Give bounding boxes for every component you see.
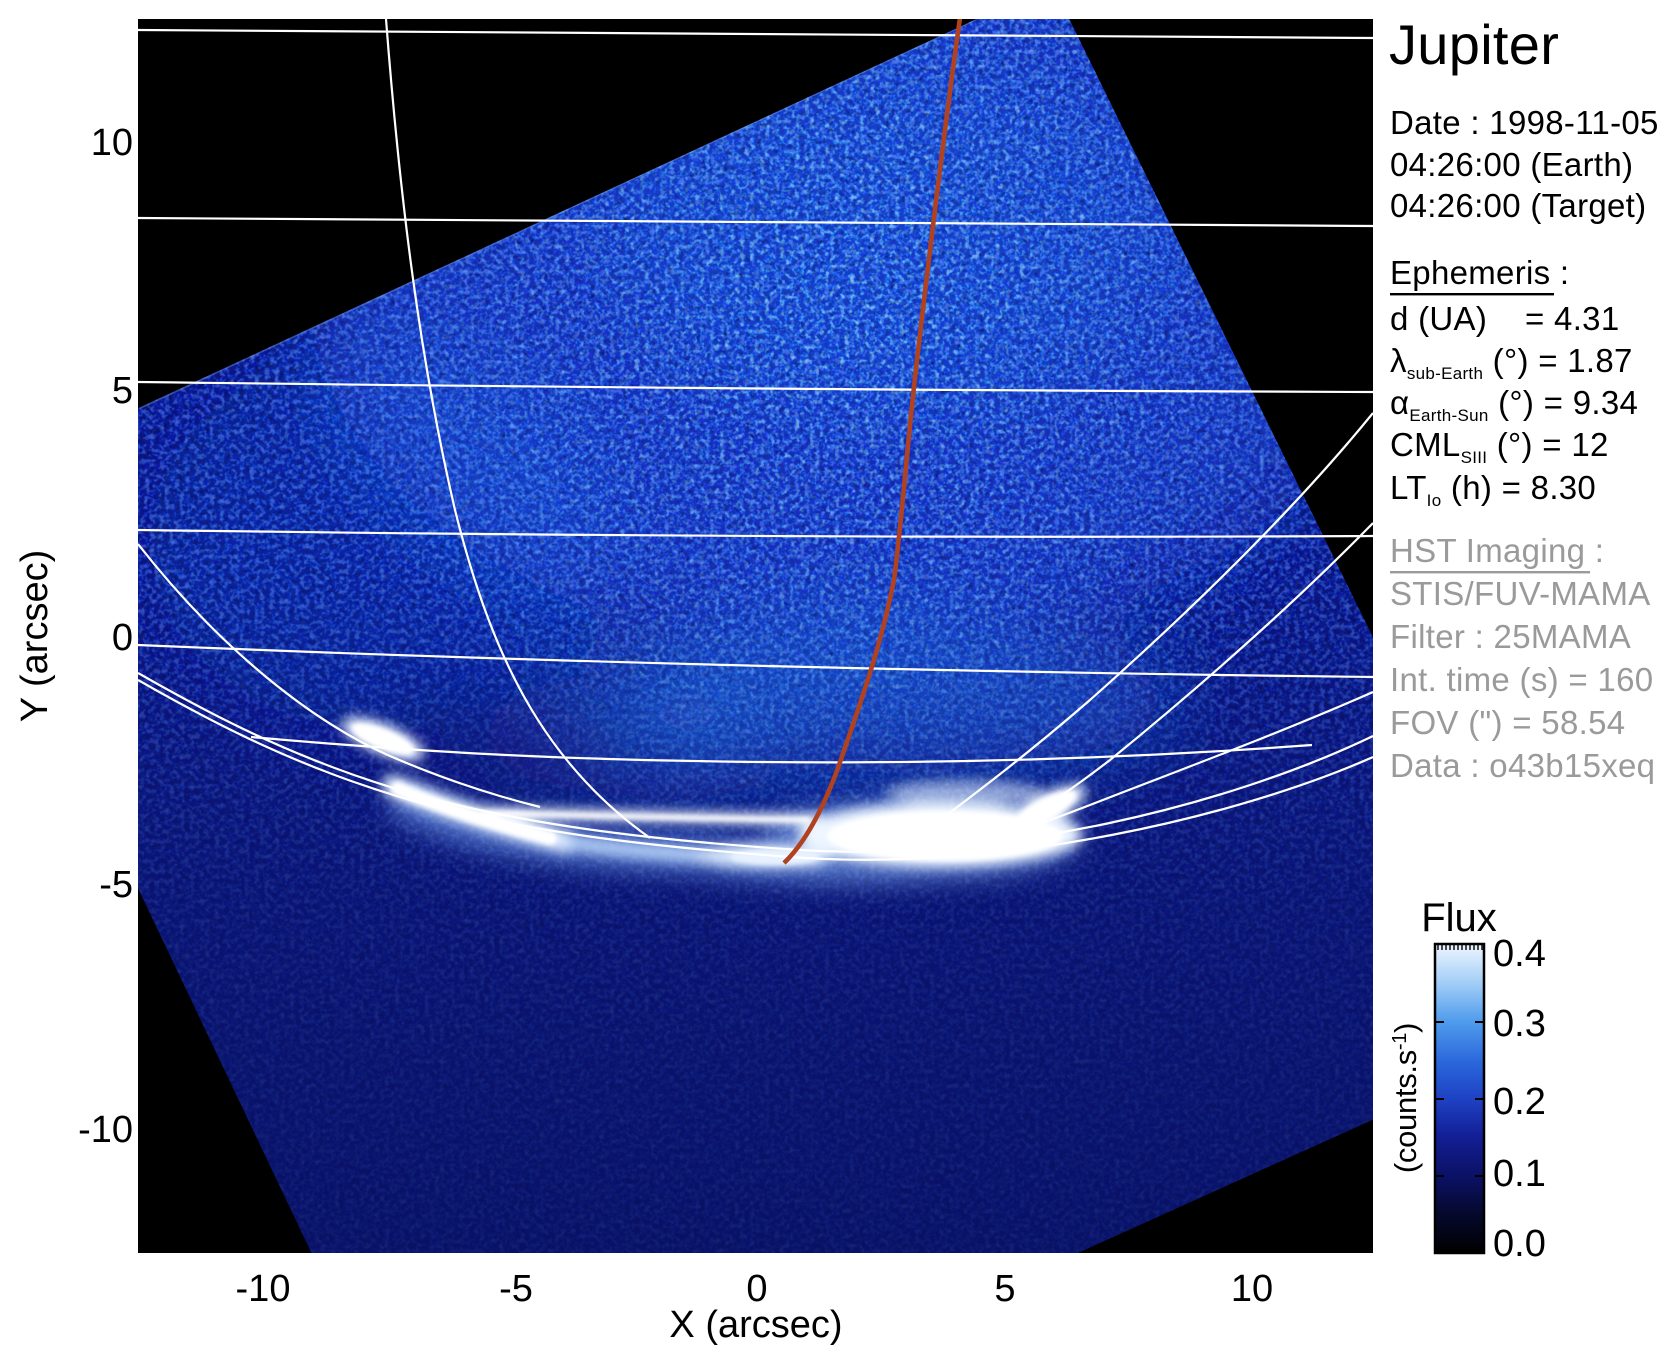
svg-text:X (arcsec): X (arcsec) [669, 1304, 842, 1346]
svg-text:Jupiter: Jupiter [1389, 13, 1559, 76]
svg-text:0.2: 0.2 [1493, 1081, 1546, 1123]
svg-text:0.1: 0.1 [1493, 1153, 1546, 1195]
svg-text:Flux: Flux [1421, 896, 1497, 940]
svg-text:0.4: 0.4 [1493, 933, 1546, 975]
svg-text:Ephemeris :: Ephemeris : [1390, 254, 1569, 291]
svg-text:STIS/FUV-MAMA: STIS/FUV-MAMA [1390, 575, 1651, 612]
svg-text:5: 5 [112, 370, 133, 412]
svg-text:-10: -10 [236, 1268, 291, 1310]
svg-text:αEarth-Sun (°) = 9.34: αEarth-Sun (°) = 9.34 [1390, 384, 1638, 425]
svg-text:Filter : 25MAMA: Filter : 25MAMA [1390, 618, 1631, 655]
svg-text:(counts.s-1): (counts.s-1) [1388, 1023, 1423, 1173]
svg-text:04:26:00 (Earth): 04:26:00 (Earth) [1390, 146, 1633, 183]
svg-text:-5: -5 [99, 864, 133, 906]
svg-text:Y (arcsec): Y (arcsec) [14, 550, 56, 722]
svg-text:0: 0 [112, 617, 133, 659]
svg-text:Int. time (s) = 160: Int. time (s) = 160 [1390, 661, 1653, 698]
svg-text:0.0: 0.0 [1493, 1223, 1546, 1265]
svg-text:10: 10 [1231, 1268, 1273, 1310]
svg-text:0: 0 [746, 1268, 767, 1310]
svg-text:Data : o43b15xeq: Data : o43b15xeq [1390, 747, 1655, 784]
svg-text:04:26:00 (Target): 04:26:00 (Target) [1390, 187, 1646, 224]
svg-text:-10: -10 [78, 1109, 133, 1151]
svg-text:λsub-Earth (°) = 1.87: λsub-Earth (°) = 1.87 [1390, 342, 1633, 383]
svg-text:0.3: 0.3 [1493, 1003, 1546, 1045]
svg-text:FOV (") = 58.54: FOV (") = 58.54 [1390, 704, 1625, 741]
svg-text:CMLSIII (°) = 12: CMLSIII (°) = 12 [1390, 426, 1609, 467]
svg-text:HST Imaging :: HST Imaging : [1390, 532, 1604, 569]
svg-text:Date : 1998-11-05: Date : 1998-11-05 [1390, 104, 1659, 141]
svg-text:10: 10 [91, 122, 133, 164]
svg-text:-5: -5 [499, 1268, 533, 1310]
svg-text:5: 5 [994, 1268, 1015, 1310]
svg-text:d (UA) = 4.31: d (UA) = 4.31 [1390, 300, 1619, 337]
svg-text:LTIo (h) = 8.30: LTIo (h) = 8.30 [1390, 469, 1596, 510]
